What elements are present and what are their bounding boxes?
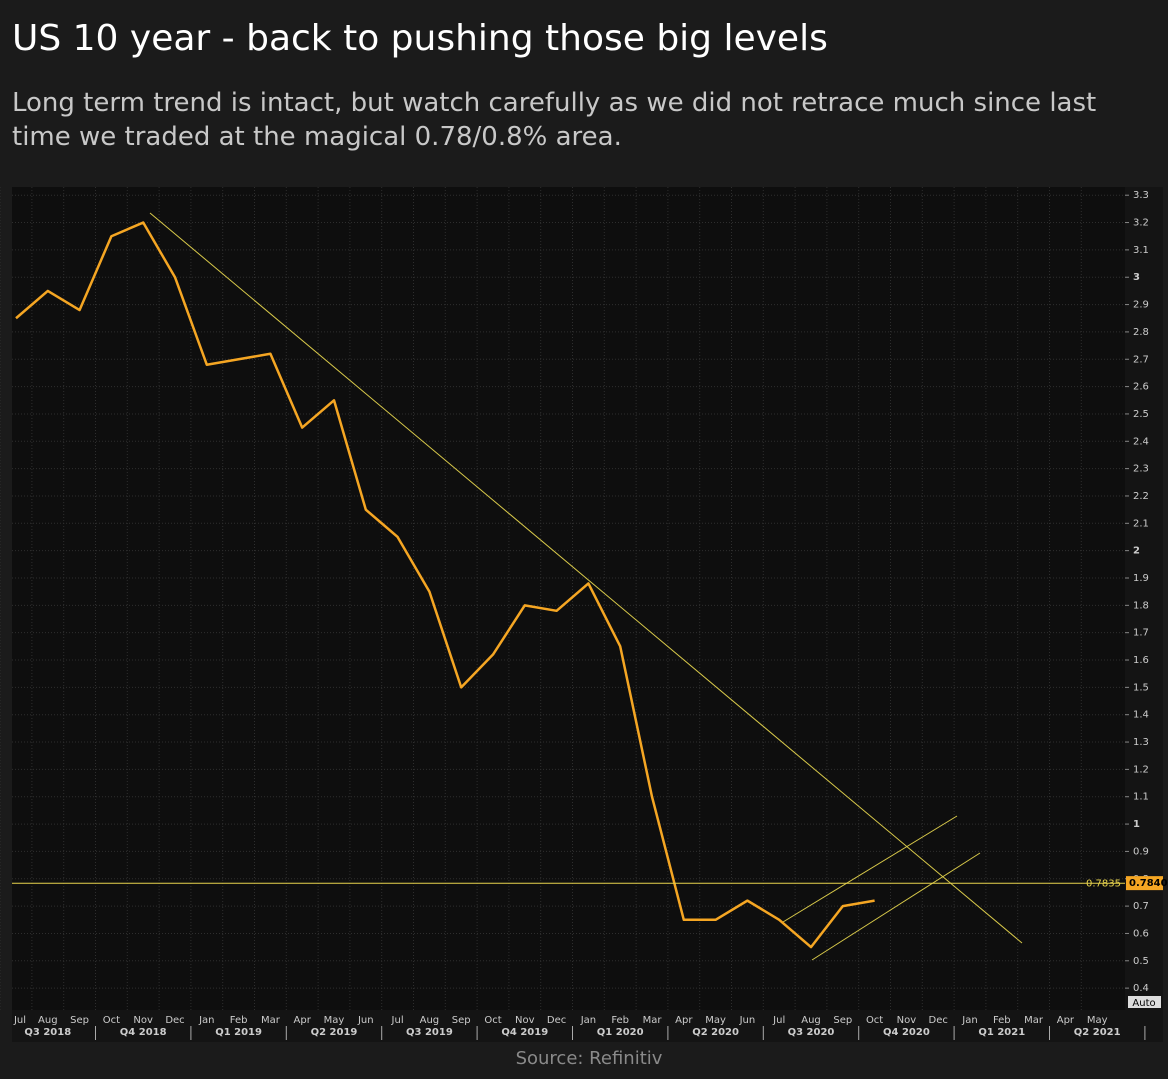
- y-tick-label: 0.9: [1133, 846, 1149, 857]
- quarter-label: Q1 2021: [978, 1027, 1025, 1038]
- x-tick-label: Jan: [580, 1015, 596, 1026]
- x-tick-label: Feb: [993, 1015, 1011, 1026]
- y-tick-label: 2.6: [1133, 382, 1149, 393]
- last-value-label: 0.7840: [1129, 878, 1168, 889]
- y-tick-label: 3.3: [1133, 190, 1149, 201]
- y-tick-label: 3.1: [1133, 245, 1149, 256]
- x-tick-label: Mar: [1024, 1015, 1044, 1026]
- quarter-label: Q2 2021: [1074, 1027, 1121, 1038]
- x-tick-label: Sep: [833, 1015, 852, 1026]
- x-tick-label: Sep: [452, 1015, 471, 1026]
- x-tick-label: May: [705, 1015, 726, 1026]
- quarter-label: Q4 2019: [501, 1027, 548, 1038]
- y-tick-label: 1.3: [1133, 737, 1149, 748]
- y-tick-label: 2: [1133, 546, 1140, 557]
- x-tick-label: May: [324, 1015, 345, 1026]
- y-tick-label: 2.8: [1133, 327, 1149, 338]
- y-tick-label: 1.8: [1133, 600, 1149, 611]
- x-tick-label: Oct: [103, 1015, 120, 1026]
- x-tick-label: Aug: [801, 1015, 821, 1026]
- price-line: [15, 221, 875, 949]
- y-tick-label: 0.6: [1133, 928, 1149, 939]
- y-tick-label: 1.2: [1133, 764, 1149, 775]
- x-tick-label: Nov: [897, 1015, 917, 1026]
- y-tick-label: 1.4: [1133, 710, 1149, 721]
- x-axis-area: [12, 1010, 1163, 1042]
- y-tick-label: 1.5: [1133, 682, 1149, 693]
- source: Source: Refinitiv: [516, 1048, 663, 1069]
- x-tick-label: Jan: [961, 1015, 977, 1026]
- channel-upper: [782, 815, 958, 923]
- quarter-label: Q4 2020: [883, 1027, 930, 1038]
- chart-title: US 10 year - back to pushing those big l…: [12, 18, 828, 59]
- y-tick-label: 1: [1133, 819, 1140, 830]
- x-tick-label: Jul: [391, 1015, 404, 1026]
- x-tick-label: Nov: [515, 1015, 535, 1026]
- x-tick-label: Aug: [420, 1015, 440, 1026]
- x-tick-label: Jun: [357, 1015, 374, 1026]
- y-tick-label: 3: [1133, 272, 1140, 283]
- x-tick-label: Feb: [611, 1015, 629, 1026]
- quarter-label: Q1 2020: [597, 1027, 644, 1038]
- x-tick-label: Sep: [70, 1015, 89, 1026]
- y-tick-label: 1.9: [1133, 573, 1149, 584]
- x-tick-label: Dec: [929, 1015, 948, 1026]
- last-value-box: [1126, 876, 1163, 891]
- y-tick-label: 1.7: [1133, 628, 1149, 639]
- quarter-label: Q3 2020: [788, 1027, 835, 1038]
- plot-area: [12, 187, 1125, 1010]
- x-tick-label: Apr: [675, 1015, 693, 1026]
- y-tick-label: 2.5: [1133, 409, 1149, 420]
- quarter-label: Q1 2019: [215, 1027, 262, 1038]
- quarter-label: Q3 2018: [24, 1027, 71, 1038]
- y-tick-label: 1.6: [1133, 655, 1149, 666]
- x-tick-label: May: [1087, 1015, 1108, 1026]
- y-tick-label: 3.2: [1133, 218, 1149, 229]
- y-tick-label: 2.4: [1133, 436, 1149, 447]
- trend-line: [149, 212, 1023, 944]
- y-tick-label: 2.3: [1133, 464, 1149, 475]
- y-tick-label: 0.7: [1133, 901, 1149, 912]
- x-tick-label: Jul: [772, 1015, 785, 1026]
- marks: [15, 221, 875, 949]
- x-tick-label: Aug: [38, 1015, 58, 1026]
- x-tick-label: Jun: [739, 1015, 756, 1026]
- x-tick-label: Mar: [261, 1015, 281, 1026]
- y-tick-label: 1.1: [1133, 792, 1149, 803]
- y-tick-label: 0.5: [1133, 956, 1149, 967]
- channel-lower: [811, 852, 981, 961]
- x-tick-label: Mar: [643, 1015, 663, 1026]
- x-tick-label: Oct: [484, 1015, 501, 1026]
- x-tick-label: Oct: [866, 1015, 883, 1026]
- grid: [0, 187, 1125, 1010]
- y-axis-area: [1125, 187, 1163, 1010]
- x-tick-label: Feb: [230, 1015, 248, 1026]
- quarter-label: Q2 2020: [692, 1027, 739, 1038]
- y-tick-label: 2.9: [1133, 300, 1149, 311]
- quarter-label: Q4 2018: [120, 1027, 167, 1038]
- auto-button[interactable]: [1128, 996, 1161, 1008]
- quarter-label: Q2 2019: [311, 1027, 358, 1038]
- x-tick-label: Dec: [165, 1015, 184, 1026]
- x-tick-label: Apr: [294, 1015, 312, 1026]
- x-tick-label: Apr: [1057, 1015, 1075, 1026]
- x-tick-label: Dec: [547, 1015, 566, 1026]
- quarter-label: Q3 2019: [406, 1027, 453, 1038]
- x-tick-label: Nov: [133, 1015, 153, 1026]
- y-tick-label: 2.7: [1133, 354, 1149, 365]
- y-tick-label: 0.4: [1133, 983, 1149, 994]
- x-tick-label: Jan: [198, 1015, 214, 1026]
- reference-label: 0.7835: [1086, 878, 1121, 889]
- auto-label[interactable]: Auto: [1132, 998, 1155, 1009]
- y-tick-label: 2.2: [1133, 491, 1149, 502]
- x-tick-label: Jul: [13, 1015, 26, 1026]
- chart-subtitle: Long term trend is intact, but watch car…: [12, 88, 1097, 152]
- y-tick-label: 2.1: [1133, 518, 1149, 529]
